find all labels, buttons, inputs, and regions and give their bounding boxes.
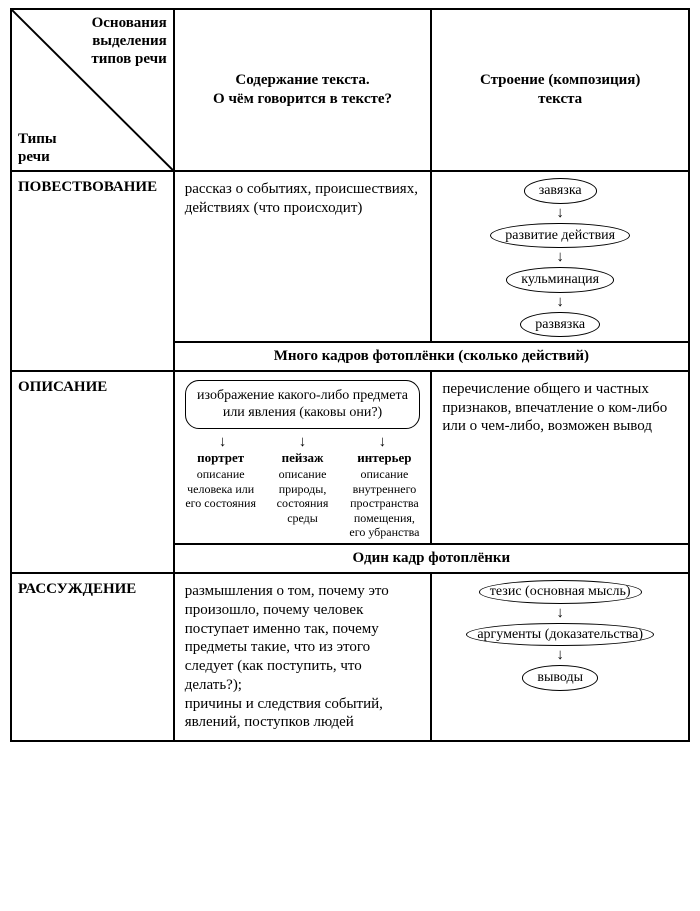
description-subtypes: портрет описание человека или его состоя… (181, 450, 425, 540)
header-diag-top: Основания выделения типов речи (91, 14, 166, 68)
header-col-content: Содержание текста. О чём говорится в тек… (174, 9, 432, 171)
narration-content: рассказ о событиях, происшествиях, дейст… (174, 171, 432, 342)
description-footer: Один кадр фотоплёнки (174, 544, 689, 573)
arrow-down-icon: ↓ (556, 606, 564, 621)
subtype-head: пейзаж (265, 450, 341, 466)
description-footer-bold: Один кадр фотоплёнки (353, 550, 511, 566)
flow-node: завязка (524, 178, 597, 204)
subtype-desc: описание человека или его состояния (183, 467, 259, 510)
narration-title: ПОВЕСТВОВАНИЕ (11, 171, 174, 371)
row-narration: ПОВЕСТВОВАНИЕ рассказ о событиях, происш… (11, 171, 689, 342)
flow-node: аргументы (доказательства) (466, 623, 654, 647)
arrow-down-icon: ↓ (183, 435, 263, 450)
narration-flowchart: завязка ↓ развитие действия ↓ кульминаци… (432, 172, 688, 341)
header-diagonal-cell: Основания выделения типов речи Типы речи (11, 9, 174, 171)
row-description: ОПИСАНИЕ изображение какого-либо предмет… (11, 371, 689, 545)
reasoning-title: РАССУЖДЕНИЕ (11, 573, 174, 741)
description-content: изображение какого-либо предмета или явл… (174, 371, 432, 545)
flow-node: выводы (522, 665, 598, 691)
arrow-down-icon: ↓ (556, 206, 564, 221)
description-box: изображение какого-либо предмета или явл… (185, 380, 421, 429)
subtype-landscape: пейзаж описание природы, состояния среды (265, 450, 341, 540)
subtype-desc: описание внутреннего пространства помеще… (346, 467, 422, 539)
arrow-down-icon: ↓ (342, 435, 422, 450)
subtype-portrait: портрет описание человека или его состоя… (183, 450, 259, 540)
subtype-head: портрет (183, 450, 259, 466)
description-structure: перечисление общего и частных признаков,… (431, 371, 689, 545)
subtype-head: интерьер (346, 450, 422, 466)
header-row: Основания выделения типов речи Типы речи… (11, 9, 689, 171)
types-of-speech-table: Основания выделения типов речи Типы речи… (10, 8, 690, 742)
description-title: ОПИСАНИЕ (11, 371, 174, 573)
subtype-interior: интерьер описание внутреннего пространст… (346, 450, 422, 540)
flow-node: кульминация (506, 267, 614, 293)
reasoning-structure: тезис (основная мысль) ↓ аргументы (дока… (431, 573, 689, 741)
arrow-down-icon: ↓ (556, 648, 564, 663)
arrow-down-icon: ↓ (263, 435, 343, 450)
narration-structure: завязка ↓ развитие действия ↓ кульминаци… (431, 171, 689, 342)
narration-footer-bold: Много кадров фотоплёнки (сколько действи… (274, 348, 589, 364)
arrow-down-icon: ↓ (556, 250, 564, 265)
header-diag-bottom: Типы речи (18, 130, 57, 166)
page: Основания выделения типов речи Типы речи… (0, 0, 700, 742)
narration-footer: Много кадров фотоплёнки (сколько действи… (174, 342, 689, 371)
flow-node: развязка (520, 312, 600, 338)
row-reasoning: РАССУЖДЕНИЕ размышления о том, почему эт… (11, 573, 689, 741)
flow-node: развитие действия (490, 223, 630, 249)
header-col-structure: Строение (композиция) текста (431, 9, 689, 171)
reasoning-flowchart: тезис (основная мысль) ↓ аргументы (дока… (432, 574, 688, 695)
description-arrows: ↓ ↓ ↓ (181, 435, 425, 450)
subtype-desc: описание природы, состояния среды (265, 467, 341, 525)
reasoning-content: размышления о том, почему это произошло,… (174, 573, 432, 741)
flow-node: тезис (основная мысль) (479, 580, 642, 604)
arrow-down-icon: ↓ (556, 295, 564, 310)
